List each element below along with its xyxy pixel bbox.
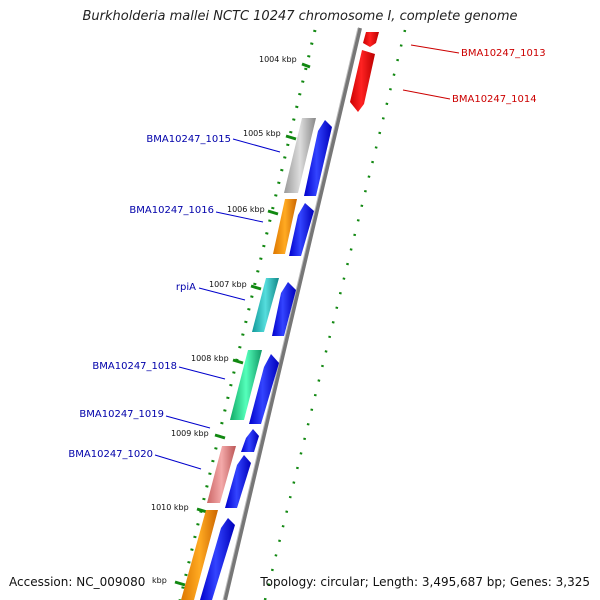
tick-label: 1004 kbp [259, 55, 297, 64]
tick-label: kbp [152, 576, 167, 585]
cog-block-pink [207, 446, 236, 503]
gene-forward-1019[interactable] [241, 429, 259, 452]
tick-label: 1010 kbp [151, 503, 189, 512]
gene-reverse-1013[interactable] [363, 32, 379, 47]
tick-label: 1007 kbp [209, 280, 247, 289]
map-title: Burkholderia mallei NCTC 10247 chromosom… [82, 9, 518, 24]
gene-label-1013[interactable]: BMA10247_1013 [461, 48, 546, 59]
gene-reverse-1014[interactable] [350, 50, 375, 112]
tick-mark [250, 284, 262, 291]
cog-block-gray [284, 118, 316, 193]
gene-forward-rpia[interactable] [272, 282, 296, 336]
tick-mark [196, 507, 208, 514]
label-leader [154, 454, 202, 470]
tick-label: 1008 kbp [191, 354, 229, 363]
genome-backbone [223, 27, 362, 600]
tick-mark [232, 358, 244, 365]
gene-forward-1020[interactable] [225, 455, 251, 508]
tick-mark [285, 134, 297, 141]
gene-label-1016[interactable]: BMA10247_1016 [129, 205, 214, 216]
label-leader [410, 44, 460, 54]
label-leader [178, 366, 226, 380]
cog-block-green [230, 350, 262, 420]
cog-block-cyan [252, 278, 279, 332]
gene-label-1014[interactable]: BMA10247_1014 [452, 94, 537, 105]
tick-label: 1006 kbp [227, 205, 265, 214]
tick-mark [174, 580, 186, 587]
label-leader [232, 138, 281, 153]
topology-text: Topology: circular; Length: 3,495,687 bp… [260, 575, 590, 589]
tick-mark [301, 62, 311, 69]
gene-forward-1016[interactable] [289, 203, 314, 256]
label-leader [165, 415, 211, 429]
gene-label-1018[interactable]: BMA10247_1018 [92, 361, 177, 372]
tick-mark [267, 209, 279, 216]
tick-label: 1009 kbp [171, 429, 209, 438]
cog-block-orange-2 [181, 510, 218, 600]
gene-label-1015[interactable]: BMA10247_1015 [146, 134, 231, 145]
label-leader [402, 89, 451, 100]
tick-mark [214, 433, 226, 440]
label-leader [215, 211, 264, 223]
cog-block-orange [273, 199, 297, 254]
gc-track-inner [178, 29, 317, 600]
gene-label-1019[interactable]: BMA10247_1019 [79, 409, 164, 420]
gene-forward-1018[interactable] [249, 354, 279, 424]
label-leader [198, 287, 246, 301]
tick-label: 1005 kbp [243, 129, 281, 138]
gene-forward-next[interactable] [200, 518, 235, 600]
accession-text: Accession: NC_009080 [9, 575, 146, 589]
gene-forward-1015[interactable] [304, 120, 332, 196]
gene-label-rpia[interactable]: rpiA [176, 282, 196, 293]
gene-label-1020[interactable]: BMA10247_1020 [68, 449, 153, 460]
